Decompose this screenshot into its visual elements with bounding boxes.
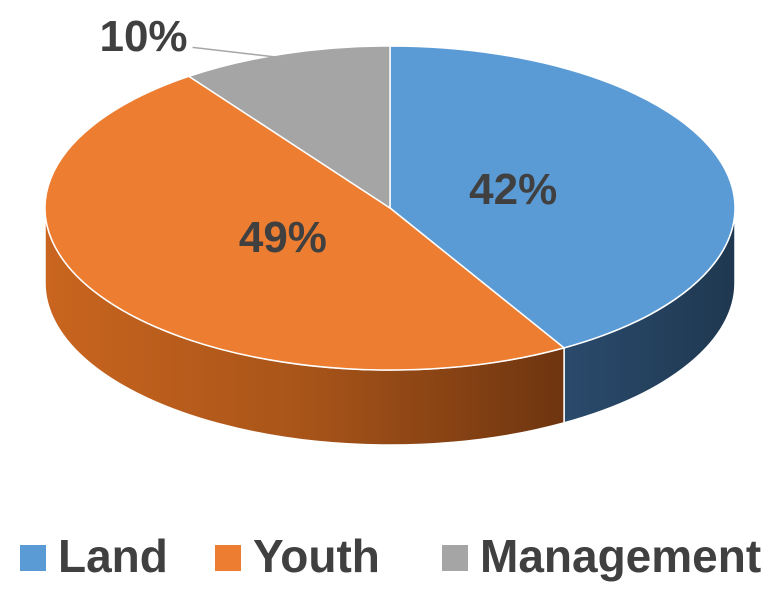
legend-swatch	[215, 545, 241, 571]
data-label: 10%	[99, 12, 187, 61]
slice	[389, 45, 736, 349]
slice	[44, 75, 566, 371]
legend-label: Land	[58, 530, 168, 582]
slice	[187, 45, 391, 210]
legend-swatch	[442, 545, 468, 571]
legend-label: Youth	[253, 530, 380, 582]
data-label: 49%	[239, 213, 327, 262]
leader-line	[192, 46, 288, 60]
legend-label: Management	[480, 530, 761, 582]
data-label: 42%	[469, 165, 557, 214]
legend-swatch	[20, 545, 46, 571]
